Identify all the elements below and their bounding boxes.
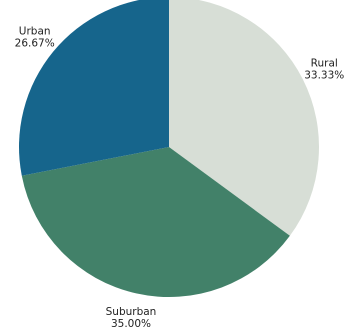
pie-label-name: Urban (19, 25, 51, 37)
pie-label-name: Rural (311, 57, 338, 69)
pie-label-suburban: Suburban 35.00% (106, 306, 157, 328)
pie-slices (19, 0, 319, 297)
pie-slice-rural (169, 0, 319, 236)
pie-label-urban: Urban 26.67% (15, 25, 55, 49)
pie-slice-suburban (21, 147, 290, 297)
pie-label-percent: 33.33% (304, 69, 344, 81)
pie-labels: Rural 33.33% Suburban 35.00% Urban 26.67% (15, 25, 345, 328)
pie-label-percent: 35.00% (111, 318, 151, 328)
pie-label-percent: 26.67% (15, 37, 55, 49)
pie-label-rural: Rural 33.33% (304, 57, 344, 81)
pie-slice-urban (19, 0, 169, 176)
pie-label-name: Suburban (106, 306, 157, 318)
